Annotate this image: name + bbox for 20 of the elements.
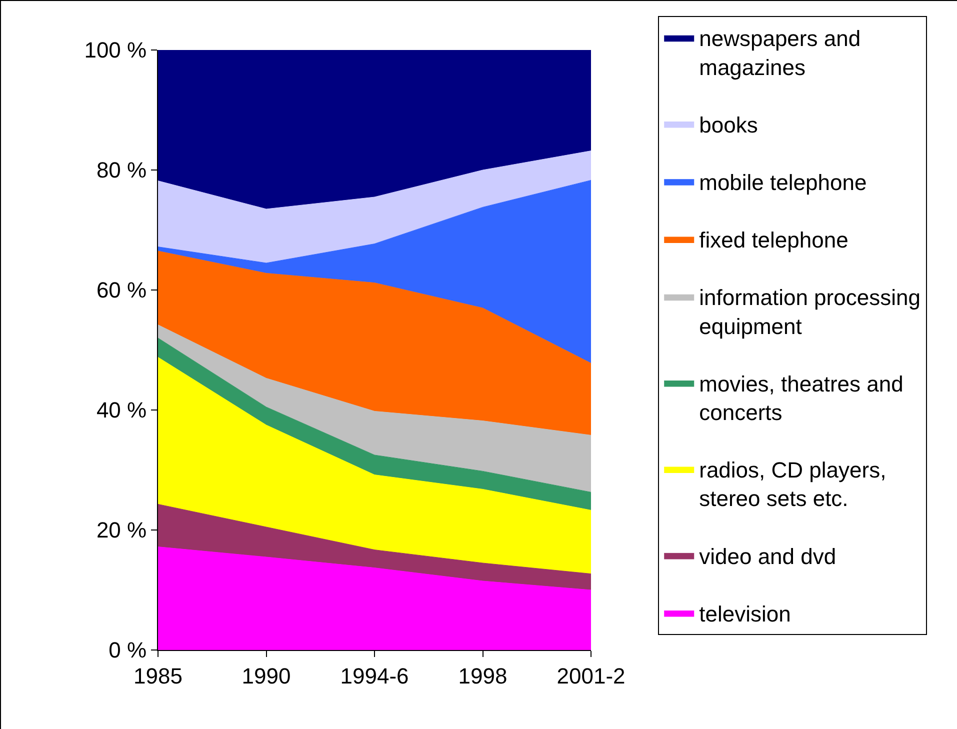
x-tick-label: 1998 (458, 663, 508, 688)
y-tick-label: 40 % (96, 398, 147, 423)
legend-label: radios, CD players, stereo sets etc. (699, 458, 886, 512)
legend-label: video and dvd (699, 544, 836, 569)
legend-label: mobile telephone (699, 170, 867, 195)
y-tick-label: 80 % (96, 158, 147, 183)
x-tick-label: 1985 (134, 663, 182, 688)
y-tick-label: 20 % (96, 518, 147, 543)
y-tick-label: 60 % (96, 278, 147, 303)
y-tick-label: 100 % (84, 38, 147, 63)
x-tick-label: 2001-2 (556, 663, 626, 688)
legend-label: books (699, 112, 758, 138)
y-tick-label: 0 % (108, 638, 147, 663)
legend-label: television (699, 601, 791, 626)
legend-label: newspapers and magazines (699, 26, 861, 80)
legend-label: information processing equipment (699, 285, 920, 339)
x-tick-label: 1990 (242, 663, 291, 688)
legend-label: fixed telephone (699, 228, 848, 253)
legend-label: movies, theatres and concerts (699, 371, 904, 425)
x-tick-label: 1994-6 (340, 663, 409, 688)
